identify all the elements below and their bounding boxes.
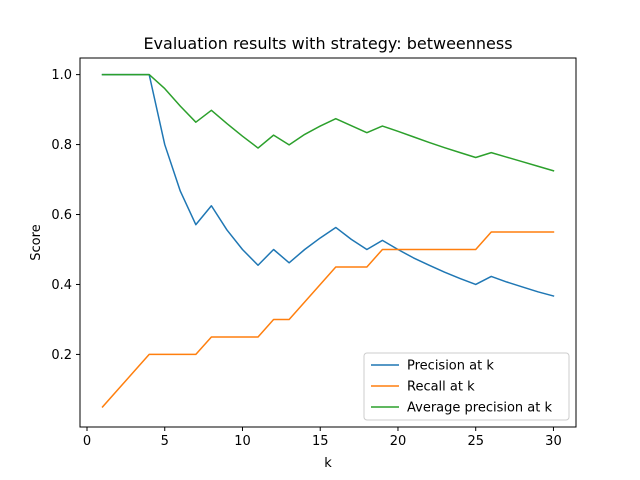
y-tick-label: 0.6: [51, 208, 72, 223]
y-axis: 0.2 0.4 0.6 0.8 1.0: [51, 68, 80, 363]
plot-frame: [79, 57, 577, 428]
y-tick-label: 1.0: [51, 68, 72, 83]
legend-entry-2: Average precision at k: [407, 401, 552, 416]
y-tick-label: 0.8: [51, 138, 72, 153]
series-line-0: [101, 73, 555, 297]
x-axis: 0 5 10 15 20 25 30: [83, 427, 562, 449]
y-tick-label: 0.4: [51, 278, 72, 293]
legend-entry-0: Precision at k: [407, 359, 494, 374]
x-tick-label: 20: [390, 434, 407, 449]
x-tick-label: 10: [234, 434, 251, 449]
x-tick-label: 25: [467, 434, 484, 449]
legend: Precision at k Recall at k Average precisi…: [363, 352, 570, 421]
y-tick-label: 0.2: [51, 348, 72, 363]
x-axis-label: k: [324, 456, 332, 471]
series-line-1: [101, 231, 555, 408]
x-tick-label: 30: [545, 434, 562, 449]
x-tick-label: 5: [161, 434, 169, 449]
series-line-2: [101, 73, 555, 172]
y-axis-label: Score: [29, 224, 44, 260]
series-lines: [101, 73, 555, 408]
legend-box: [363, 352, 570, 421]
legend-entry-1: Recall at k: [407, 380, 475, 395]
chart-title: Evaluation results with strategy: betwee…: [143, 34, 512, 53]
x-tick-label: 0: [83, 434, 91, 449]
x-tick-label: 15: [312, 434, 329, 449]
